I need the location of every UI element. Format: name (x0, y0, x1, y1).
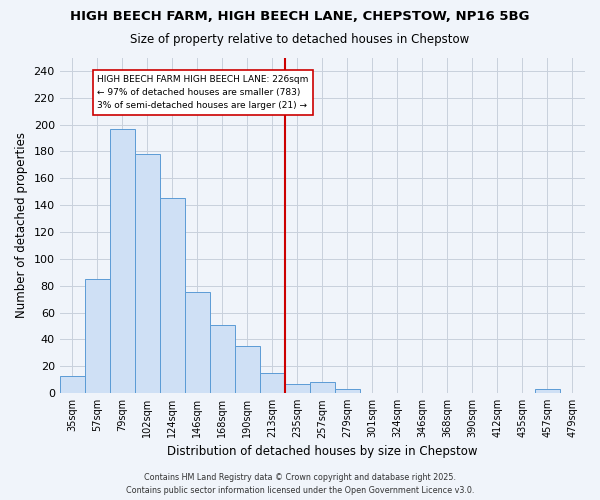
X-axis label: Distribution of detached houses by size in Chepstow: Distribution of detached houses by size … (167, 444, 478, 458)
Bar (535, 389, 560, 393)
Bar (235, 346, 260, 393)
Y-axis label: Number of detached properties: Number of detached properties (15, 132, 28, 318)
Text: HIGH BEECH FARM HIGH BEECH LANE: 226sqm
← 97% of detached houses are smaller (78: HIGH BEECH FARM HIGH BEECH LANE: 226sqm … (97, 75, 308, 110)
Bar (135, 154, 160, 393)
Text: Contains HM Land Registry data © Crown copyright and database right 2025.
Contai: Contains HM Land Registry data © Crown c… (126, 474, 474, 495)
Bar (285, 384, 310, 393)
Bar (59, 376, 85, 393)
Bar (210, 324, 235, 393)
Bar (110, 128, 135, 393)
Bar (335, 389, 360, 393)
Bar (85, 279, 110, 393)
Bar (310, 382, 335, 393)
Bar (260, 373, 285, 393)
Text: Size of property relative to detached houses in Chepstow: Size of property relative to detached ho… (130, 32, 470, 46)
Bar (160, 198, 185, 393)
Bar (185, 292, 210, 393)
Text: HIGH BEECH FARM, HIGH BEECH LANE, CHEPSTOW, NP16 5BG: HIGH BEECH FARM, HIGH BEECH LANE, CHEPST… (70, 10, 530, 23)
